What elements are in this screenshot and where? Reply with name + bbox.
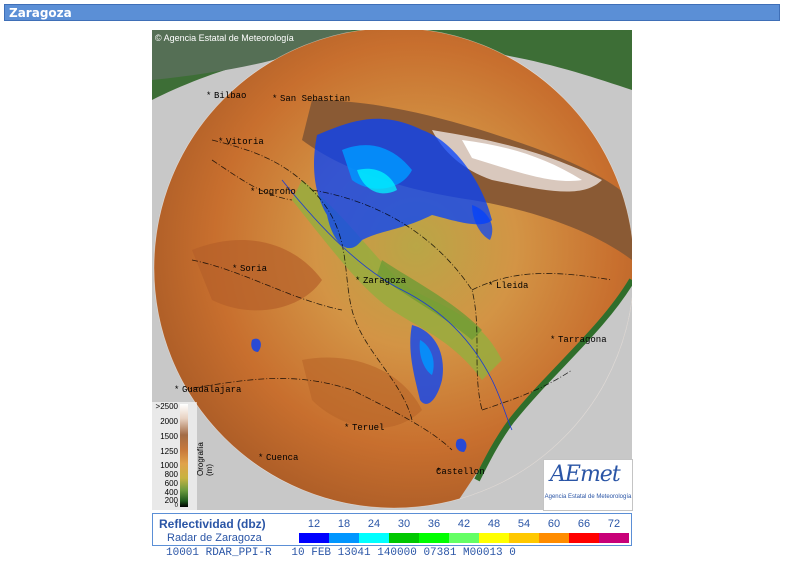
legend-level-label: 66 bbox=[577, 518, 591, 530]
legend-level-label: 36 bbox=[427, 518, 441, 530]
city-tarragona: * Tarragona bbox=[550, 335, 607, 345]
city-zaragoza: * Zaragoza bbox=[355, 276, 407, 286]
svg-text:Zaragoza: Zaragoza bbox=[363, 276, 407, 286]
legend-level-swatch bbox=[359, 533, 389, 543]
elevation-scale: >2500 2000 1500 1250 1000 800 600 400 20… bbox=[152, 402, 214, 510]
legend-level-swatch bbox=[299, 533, 329, 543]
status-line: 10001 RDAR_PPI-R 10 FEB 13041 140000 073… bbox=[152, 547, 632, 560]
svg-text:*: * bbox=[250, 187, 255, 197]
legend-subtitle: Radar de Zaragoza bbox=[167, 532, 262, 544]
svg-text:Vitoria: Vitoria bbox=[226, 137, 264, 147]
legend-level-label: 18 bbox=[337, 518, 351, 530]
city-castellon: *Castellon bbox=[436, 467, 485, 477]
elevation-color-bar bbox=[180, 404, 188, 507]
city-labels: * Bilbao * San Sebastian * Vitoria * Logroño… bbox=[174, 91, 607, 477]
legend-level-label: 54 bbox=[517, 518, 531, 530]
svg-text:*: * bbox=[258, 453, 263, 463]
city-lleida: * Lleida bbox=[488, 281, 529, 291]
svg-text:*: * bbox=[232, 264, 237, 274]
svg-text:Soria: Soria bbox=[240, 264, 268, 274]
legend-level-label: 12 bbox=[307, 518, 321, 530]
city-soria: * Soria bbox=[232, 264, 268, 274]
elev-label: 1500 bbox=[160, 432, 178, 441]
svg-text:*: * bbox=[355, 276, 360, 286]
legend-level-label: 60 bbox=[547, 518, 561, 530]
legend-level-swatch bbox=[449, 533, 479, 543]
elevation-unit: Orografía (m) bbox=[196, 442, 214, 476]
svg-text:*: * bbox=[174, 385, 179, 395]
elev-label: 200 bbox=[164, 496, 178, 505]
elev-label: 600 bbox=[164, 479, 178, 488]
aemet-logo-text: AEmet bbox=[550, 462, 621, 487]
svg-text:*: * bbox=[488, 281, 493, 291]
legend-level-swatch bbox=[599, 533, 629, 543]
elev-label: >2500 bbox=[155, 402, 178, 411]
city-cuenca: * Cuenca bbox=[258, 453, 299, 463]
status-text: 10001 RDAR_PPI-R 10 FEB 13041 140000 073… bbox=[166, 547, 516, 559]
copyright-icon: © bbox=[155, 33, 162, 43]
elev-label: 0 bbox=[174, 503, 178, 509]
legend-level-label: 30 bbox=[397, 518, 411, 530]
svg-text:*: * bbox=[272, 94, 277, 104]
city-logrono: * Logroño bbox=[250, 187, 296, 197]
svg-text:Cuenca: Cuenca bbox=[266, 453, 299, 463]
elev-label: 400 bbox=[164, 488, 178, 497]
legend-level-swatch bbox=[389, 533, 419, 543]
elev-label: 800 bbox=[164, 470, 178, 479]
svg-text:Logroño: Logroño bbox=[258, 187, 296, 197]
aemet-logo-subtitle: Agencia Estatal de Meteorología bbox=[544, 494, 632, 500]
svg-text:*: * bbox=[550, 335, 555, 345]
legend-level-label: 24 bbox=[367, 518, 381, 530]
svg-text:*: * bbox=[206, 91, 211, 101]
svg-text:Teruel: Teruel bbox=[352, 423, 384, 433]
city-san-sebastian: * San Sebastian bbox=[272, 94, 350, 104]
city-bilbao: * Bilbao bbox=[206, 91, 246, 101]
aemet-logo: AEmet Agencia Estatal de Meteorología bbox=[543, 459, 633, 511]
city-vitoria: * Vitoria bbox=[218, 137, 264, 147]
page-title: Zaragoza bbox=[9, 6, 72, 20]
legend-level-label: 72 bbox=[607, 518, 621, 530]
svg-text:*: * bbox=[344, 423, 349, 433]
map-credit: © Agencia Estatal de Meteorología bbox=[155, 33, 294, 43]
svg-text:*: * bbox=[218, 137, 223, 147]
elev-label: 2000 bbox=[160, 417, 178, 426]
legend-level-swatch bbox=[479, 533, 509, 543]
legend-title: Reflectividad (dbz) bbox=[159, 517, 266, 531]
legend-level-swatch bbox=[419, 533, 449, 543]
elev-label: 1000 bbox=[160, 461, 178, 470]
svg-text:Bilbao: Bilbao bbox=[214, 91, 246, 101]
radar-map: * Bilbao * San Sebastian * Vitoria * Logroño… bbox=[152, 30, 633, 511]
credit-text: Agencia Estatal de Meteorología bbox=[163, 33, 294, 43]
svg-text:Guadalajara: Guadalajara bbox=[182, 385, 242, 395]
legend-level-swatch bbox=[509, 533, 539, 543]
legend-level-label: 48 bbox=[487, 518, 501, 530]
legend-level-swatch bbox=[569, 533, 599, 543]
elev-label: 1250 bbox=[160, 447, 178, 456]
svg-text:San Sebastian: San Sebastian bbox=[280, 94, 350, 104]
outer-terrain-nw bbox=[152, 30, 352, 80]
svg-text:Castellon: Castellon bbox=[436, 467, 485, 477]
radar-map-canvas: * Bilbao * San Sebastian * Vitoria * Logroño… bbox=[152, 30, 632, 510]
reflectivity-legend: Reflectividad (dbz) Radar de Zaragoza 12… bbox=[152, 513, 632, 546]
legend-level-swatch bbox=[539, 533, 569, 543]
legend-level-swatch bbox=[329, 533, 359, 543]
svg-text:*: * bbox=[436, 467, 441, 477]
svg-text:Tarragona: Tarragona bbox=[558, 335, 607, 345]
city-teruel: * Teruel bbox=[344, 423, 384, 433]
svg-text:Lleida: Lleida bbox=[496, 281, 529, 291]
title-bar: Zaragoza bbox=[4, 4, 780, 21]
legend-level-label: 42 bbox=[457, 518, 471, 530]
city-guadalajara: * Guadalajara bbox=[174, 385, 242, 395]
